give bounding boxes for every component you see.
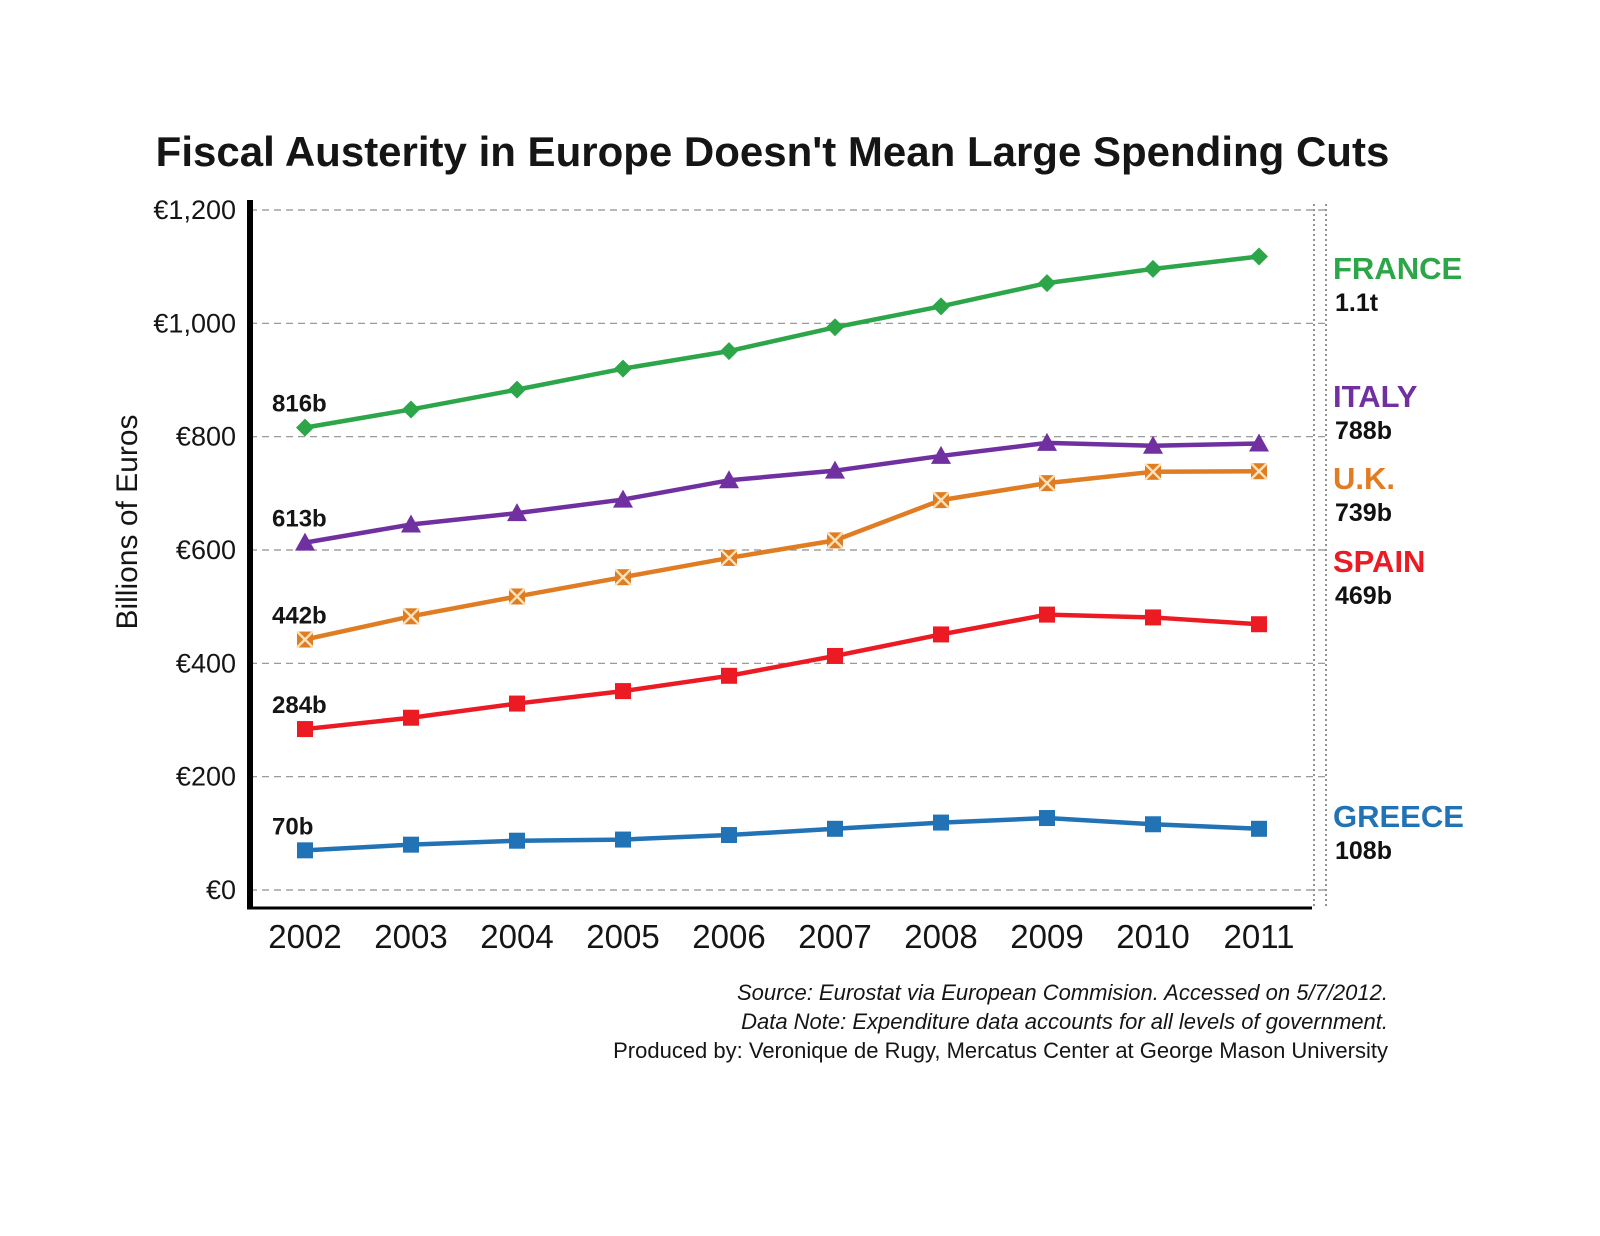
chart-title: Fiscal Austerity in Europe Doesn't Mean … [155, 128, 1390, 175]
x-tick-label: 2007 [798, 918, 871, 955]
series-start-label-GREECE: 70b [272, 813, 313, 840]
marker-FRANCE [720, 342, 738, 361]
marker-U.K.-x-pattern [508, 587, 526, 606]
x-tick-label: 2009 [1010, 918, 1083, 955]
series-line-SPAIN [302, 612, 1262, 732]
marker-SPAIN [509, 695, 525, 712]
marker-ITALY [613, 489, 633, 508]
y-tick-label: €0 [206, 875, 236, 905]
series-start-label-U.K.: 442b [272, 603, 327, 630]
x-tick-label: 2002 [268, 918, 341, 955]
y-tick-label: €600 [176, 535, 236, 565]
marker-U.K.-x-pattern [1144, 462, 1162, 481]
y-tick-label: €200 [176, 762, 236, 792]
marker-U.K.-x-pattern [932, 491, 950, 509]
marker-U.K.-x-pattern [296, 630, 314, 649]
x-tick-label: 2006 [692, 918, 765, 955]
marker-ITALY [931, 445, 951, 464]
marker-FRANCE [1038, 274, 1056, 293]
marker-FRANCE [826, 318, 844, 337]
series-start-label-SPAIN: 284b [272, 692, 327, 719]
marker-GREECE [297, 842, 313, 859]
marker-SPAIN [297, 721, 313, 738]
marker-U.K.-x-pattern [826, 531, 844, 550]
marker-ITALY [1249, 433, 1269, 452]
x-tick-label: 2008 [904, 918, 977, 955]
x-tick-label: 2004 [480, 918, 553, 955]
marker-U.K.-x-pattern [614, 568, 632, 587]
marker-ITALY [295, 532, 315, 551]
marker-SPAIN [1039, 606, 1055, 623]
source-note-block: Source: Eurostat via European Commision.… [613, 978, 1388, 1065]
data-note-line: Data Note: Expenditure data accounts for… [741, 1009, 1388, 1034]
marker-FRANCE [614, 359, 632, 378]
series-line-FRANCE [302, 254, 1262, 430]
marker-FRANCE [508, 380, 526, 399]
x-tick-label: 2010 [1116, 918, 1189, 955]
marker-ITALY [825, 460, 845, 479]
marker-GREECE [509, 832, 525, 849]
marker-SPAIN [933, 626, 949, 643]
marker-SPAIN [827, 647, 843, 664]
marker-GREECE [615, 831, 631, 848]
marker-SPAIN [1251, 616, 1267, 633]
marker-GREECE [1145, 816, 1161, 833]
marker-FRANCE [1144, 259, 1162, 278]
marker-GREECE [403, 836, 419, 853]
series-start-label-FRANCE: 816b [272, 391, 327, 418]
marker-GREECE [1251, 820, 1267, 837]
marker-SPAIN [721, 667, 737, 684]
series-line-U.K. [302, 468, 1262, 642]
marker-U.K.-x-pattern [1038, 474, 1056, 492]
marker-GREECE [721, 827, 737, 844]
marker-ITALY [1143, 435, 1163, 454]
marker-SPAIN [403, 709, 419, 726]
marker-ITALY [719, 470, 739, 489]
marker-FRANCE [402, 400, 420, 419]
x-tick-label: 2003 [374, 918, 447, 955]
y-tick-label: €1,000 [153, 308, 236, 338]
marker-FRANCE [1250, 247, 1268, 266]
y-tick-label: €400 [176, 648, 236, 678]
x-tick-label: 2005 [586, 918, 659, 955]
marker-SPAIN [615, 683, 631, 700]
marker-FRANCE [296, 418, 314, 437]
series-start-label-ITALY: 613b [272, 506, 327, 533]
series-line-GREECE [302, 815, 1262, 853]
series-line-ITALY [302, 440, 1262, 545]
marker-SPAIN [1145, 609, 1161, 626]
marker-ITALY [507, 503, 527, 522]
produced-by-line: Produced by: Veronique de Rugy, Mercatus… [613, 1038, 1388, 1063]
source-line: Source: Eurostat via European Commision.… [737, 980, 1388, 1005]
marker-U.K.-x-pattern [720, 549, 738, 567]
marker-ITALY [1037, 432, 1057, 451]
marker-GREECE [933, 814, 949, 831]
y-tick-label: €800 [176, 422, 236, 452]
x-tick-label: 2011 [1224, 918, 1295, 955]
marker-GREECE [1039, 810, 1055, 827]
marker-ITALY [401, 514, 421, 533]
marker-U.K.-x-pattern [402, 607, 420, 626]
marker-U.K.-x-pattern [1250, 462, 1268, 481]
y-tick-label: €1,200 [153, 195, 236, 225]
marker-GREECE [827, 820, 843, 837]
marker-FRANCE [932, 297, 950, 316]
